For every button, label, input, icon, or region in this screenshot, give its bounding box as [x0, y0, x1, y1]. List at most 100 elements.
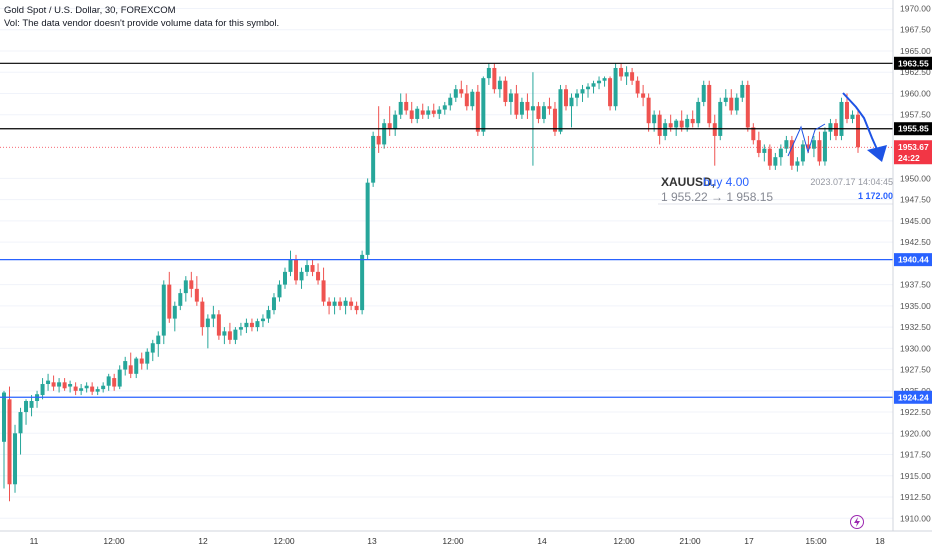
candle — [828, 118, 833, 141]
candle-body — [707, 84, 712, 124]
price-tick-label: 1947.50 — [900, 195, 931, 205]
candle — [690, 110, 695, 128]
candle — [839, 97, 844, 141]
candle-body — [360, 254, 365, 311]
candle — [73, 382, 78, 396]
candle-body — [575, 93, 580, 98]
candle — [613, 63, 618, 111]
candle — [393, 110, 398, 136]
candle-body — [172, 305, 177, 319]
candle — [145, 348, 150, 370]
candle — [216, 310, 221, 340]
candle-body — [690, 118, 695, 124]
candle-body — [117, 369, 122, 387]
candle-body — [630, 72, 635, 81]
candle — [817, 131, 822, 166]
candle — [338, 297, 343, 311]
price-tick-label: 1917.50 — [900, 450, 931, 460]
candle — [172, 301, 177, 332]
candle-body — [260, 318, 265, 322]
candle — [619, 63, 624, 81]
candle — [773, 152, 778, 170]
candle-body — [216, 314, 221, 336]
candle — [641, 84, 646, 107]
candle-body — [822, 131, 827, 162]
candle — [51, 375, 56, 391]
candle — [299, 267, 304, 289]
candle-body — [371, 135, 376, 183]
price-tick-label: 1935.00 — [900, 301, 931, 311]
candle — [674, 118, 679, 136]
candle-body — [310, 265, 315, 272]
candle — [40, 378, 45, 400]
lightning-icon-bolt — [854, 517, 860, 527]
price-tick-label: 1927.50 — [900, 365, 931, 375]
candle-body — [57, 382, 62, 387]
price-tick-label: 1912.50 — [900, 492, 931, 502]
trade-prices: 1 955.22 → 1 958.15 — [661, 190, 773, 204]
candle-body — [525, 101, 530, 111]
candle-body — [519, 101, 524, 115]
candle — [850, 110, 855, 124]
candle-body — [134, 358, 139, 374]
candle-body — [95, 389, 100, 392]
candle-body — [828, 123, 833, 132]
candle — [134, 356, 139, 379]
candle — [288, 250, 293, 277]
candle — [657, 110, 662, 145]
candle-body — [178, 293, 183, 306]
candle-body — [68, 384, 73, 387]
candle-body — [156, 335, 161, 345]
candle — [222, 327, 227, 345]
candle — [332, 297, 337, 315]
candle-body — [448, 97, 453, 106]
candle — [470, 89, 475, 111]
candle — [305, 259, 310, 277]
candle-body — [354, 305, 359, 311]
candle-body — [79, 388, 84, 391]
candle-body — [591, 83, 596, 87]
trade-quantity: 1 172.00 — [858, 191, 893, 201]
candle — [586, 83, 591, 98]
candle-body — [24, 401, 29, 413]
candle — [150, 339, 155, 362]
current-price-label-bg — [894, 140, 932, 165]
candle — [701, 80, 706, 107]
candle-body — [376, 135, 381, 145]
candle — [321, 267, 326, 306]
candle-body — [657, 114, 662, 136]
candle-body — [839, 101, 844, 136]
candle — [183, 276, 188, 302]
candle-body — [40, 384, 45, 396]
chart-title: Gold Spot / U.S. Dollar, 30, FOREXCOM — [4, 5, 176, 16]
candle — [503, 76, 508, 107]
candle-body — [850, 114, 855, 119]
candle — [519, 97, 524, 119]
candle-body — [751, 127, 756, 141]
candle — [762, 144, 767, 162]
candle-body — [145, 351, 150, 364]
candle — [57, 378, 62, 393]
candle — [541, 101, 546, 124]
time-tick-label: 18 — [875, 536, 885, 546]
candle-body — [249, 322, 254, 328]
candle — [431, 103, 436, 118]
time-tick-label: 13 — [367, 536, 377, 546]
candle — [734, 93, 739, 115]
candle-body — [767, 148, 772, 166]
candle-body — [338, 301, 343, 306]
candle — [409, 101, 414, 124]
candle-body — [106, 376, 111, 386]
candle — [811, 135, 816, 158]
candle-body — [723, 97, 728, 102]
candle — [365, 178, 370, 260]
current-price-countdown: 24:22 — [898, 153, 920, 163]
candle — [575, 89, 580, 107]
candle-body — [271, 297, 276, 311]
candle — [558, 84, 563, 135]
candle — [597, 76, 602, 90]
time-tick-label: 11 — [30, 536, 39, 546]
candle — [349, 297, 354, 311]
